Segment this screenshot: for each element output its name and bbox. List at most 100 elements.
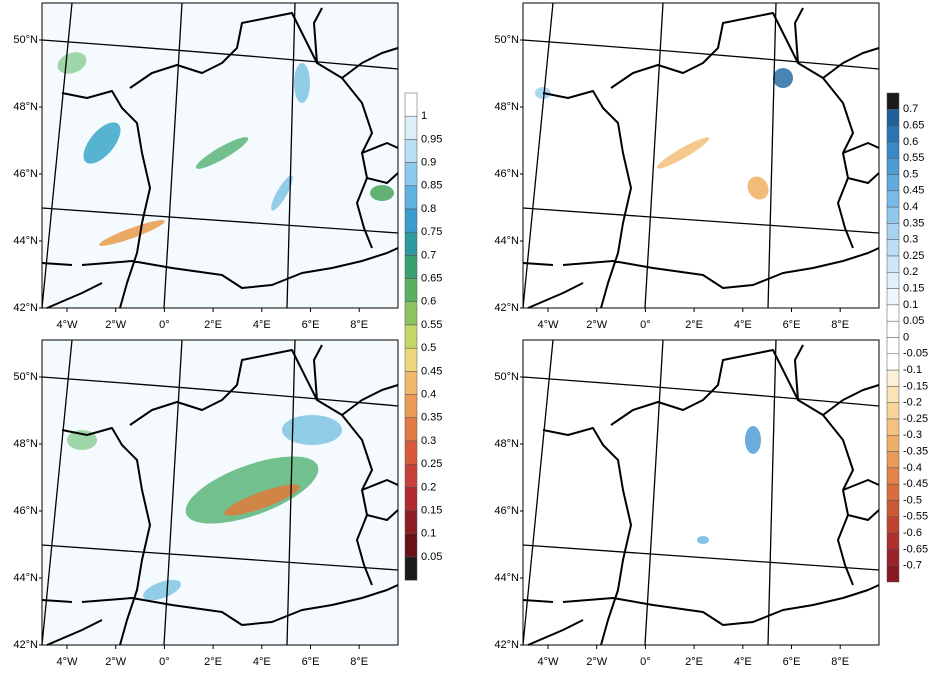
latitude-label: 44°N bbox=[494, 235, 519, 247]
longitude-label: 0° bbox=[640, 319, 651, 331]
longitude-label: 4°W bbox=[538, 656, 560, 668]
colorbar-box bbox=[886, 223, 900, 240]
field-patch bbox=[294, 63, 310, 103]
latitude-label: 48°N bbox=[13, 438, 38, 450]
colorbar-box bbox=[886, 174, 900, 192]
colorbar-label: 0.8 bbox=[421, 203, 436, 215]
longitude-label: 2°W bbox=[586, 656, 608, 668]
colorbar-box bbox=[886, 239, 900, 257]
colorbar-box bbox=[404, 139, 418, 163]
longitude-label: 2°E bbox=[204, 319, 222, 331]
colorbar-box bbox=[404, 487, 418, 511]
colorbar-box bbox=[886, 272, 900, 289]
colorbar-label: 0.2 bbox=[903, 266, 918, 278]
colorbar-label: 0.85 bbox=[421, 180, 442, 192]
longitude-label: 8°E bbox=[350, 656, 368, 668]
latitude-label: 44°N bbox=[494, 572, 519, 584]
colorbar-box bbox=[404, 278, 418, 303]
longitude-label: 6°E bbox=[302, 319, 320, 331]
colorbar-label: -0.15 bbox=[903, 380, 928, 392]
map-frame bbox=[41, 339, 399, 646]
longitude-label: 2°W bbox=[586, 319, 608, 331]
longitude-label: 2°W bbox=[105, 656, 127, 668]
colorbar-label: -0.3 bbox=[903, 429, 922, 441]
latitude-label: 50°N bbox=[13, 34, 38, 46]
field-patch bbox=[83, 122, 121, 164]
longitude-label: 4°E bbox=[734, 656, 752, 668]
longitude-label: 2°E bbox=[685, 319, 703, 331]
field-patch bbox=[224, 484, 300, 516]
latitude-label: 42°N bbox=[13, 639, 38, 651]
longitude-label: 4°E bbox=[734, 319, 752, 331]
colorbar-label: -0.45 bbox=[903, 478, 928, 490]
colorbar-label: 0.1 bbox=[421, 528, 436, 540]
longitude-label: 8°E bbox=[831, 319, 849, 331]
field-patch bbox=[271, 175, 293, 211]
latitude-label: 46°N bbox=[494, 505, 519, 517]
colorbar-box bbox=[886, 516, 900, 534]
colorbar-box bbox=[886, 255, 900, 273]
colorbar-label: 0.9 bbox=[421, 157, 436, 169]
colorbar-box bbox=[404, 394, 418, 419]
colorbar-label: -0.2 bbox=[903, 397, 922, 409]
latitude-label: 46°N bbox=[13, 505, 38, 517]
field-patch bbox=[656, 137, 710, 169]
longitude-label: 4°E bbox=[253, 319, 271, 331]
latitude-label: 42°N bbox=[13, 302, 38, 314]
latitude-label: 48°N bbox=[494, 438, 519, 450]
colorbar-label: -0.4 bbox=[903, 462, 922, 474]
colorbar-label: -0.65 bbox=[903, 543, 928, 555]
longitude-label: 0° bbox=[159, 656, 170, 668]
map-frame bbox=[522, 2, 880, 309]
longitude-label: 2°W bbox=[105, 319, 127, 331]
longitude-label: 6°E bbox=[302, 656, 320, 668]
colorbar-label: 0.45 bbox=[903, 185, 924, 197]
colorbar-label: 0.25 bbox=[903, 250, 924, 262]
colorbar-box bbox=[404, 556, 418, 581]
colorbar-box bbox=[886, 206, 900, 224]
colorbar-label: -0.25 bbox=[903, 413, 928, 425]
longitude-label: 8°E bbox=[350, 319, 368, 331]
colorbar-box bbox=[886, 467, 900, 485]
colorbar-box bbox=[886, 190, 900, 208]
colorbar-box bbox=[404, 463, 418, 488]
colorbar-box bbox=[404, 231, 418, 256]
colorbar-label: 0.25 bbox=[421, 458, 442, 470]
colorbar-label: -0.7 bbox=[903, 560, 922, 572]
colorbar-box bbox=[404, 115, 418, 140]
colorbar-box bbox=[404, 324, 418, 349]
colorbar-box bbox=[404, 301, 418, 326]
map-frame bbox=[522, 339, 880, 646]
colorbar-box bbox=[886, 483, 900, 501]
colorbar-label: 0.95 bbox=[421, 133, 442, 145]
field-patch bbox=[747, 176, 769, 200]
colorbar-box bbox=[886, 532, 900, 550]
colorbar-box bbox=[404, 185, 418, 210]
colorbar-label: 0.15 bbox=[421, 505, 442, 517]
colorbar-box bbox=[404, 510, 418, 535]
field-patch bbox=[370, 185, 394, 201]
colorbar-box bbox=[404, 92, 418, 117]
colorbar-label: 0.1 bbox=[903, 299, 918, 311]
colorbar-label: -0.05 bbox=[903, 348, 928, 360]
field-patch bbox=[185, 456, 319, 524]
colorbar-label: 0.6 bbox=[903, 136, 918, 148]
colorbar-box bbox=[404, 255, 418, 279]
colorbar-label: 1 bbox=[421, 110, 427, 122]
colorbar-box bbox=[404, 440, 418, 465]
map-frame bbox=[41, 2, 399, 309]
colorbar-label: 0.55 bbox=[421, 319, 442, 331]
colorbar-box bbox=[886, 125, 900, 143]
latitude-label: 42°N bbox=[494, 302, 519, 314]
colorbar-box bbox=[404, 347, 418, 372]
colorbar-label: 0.35 bbox=[903, 217, 924, 229]
colorbar-box bbox=[886, 451, 900, 469]
field-patch bbox=[195, 137, 249, 169]
field-patch bbox=[745, 426, 761, 454]
colorbar-box bbox=[886, 337, 900, 355]
latitude-label: 42°N bbox=[494, 639, 519, 651]
longitude-label: 6°E bbox=[783, 656, 801, 668]
colorbar-box bbox=[404, 162, 418, 187]
longitude-label: 2°E bbox=[685, 656, 703, 668]
